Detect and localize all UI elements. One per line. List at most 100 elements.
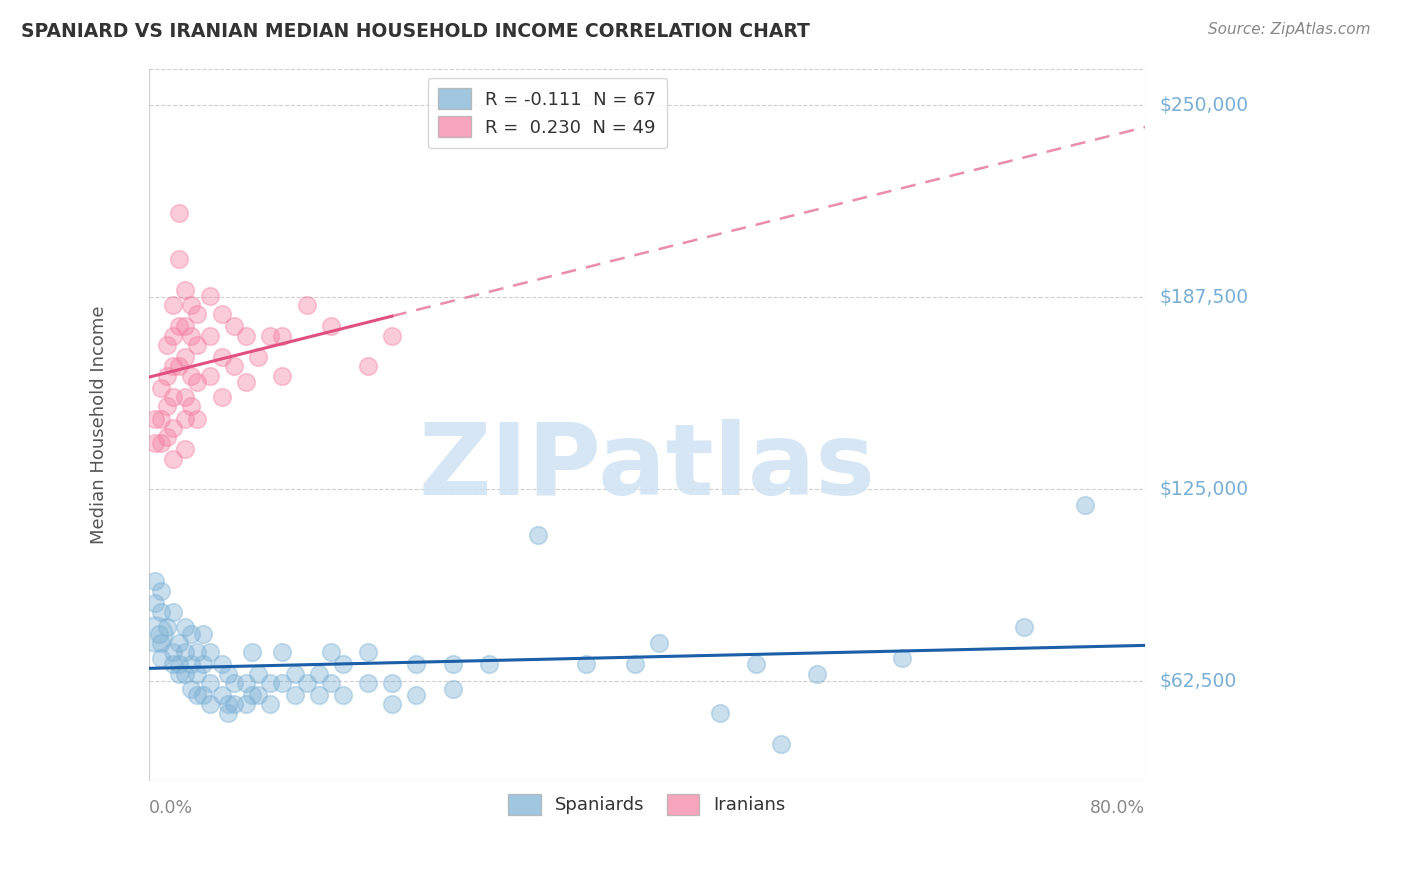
- Point: [167, 319, 190, 334]
- Point: [186, 411, 208, 425]
- Point: [295, 298, 318, 312]
- Point: [211, 688, 233, 702]
- Point: [167, 252, 190, 266]
- Point: [745, 657, 768, 672]
- Point: [891, 651, 914, 665]
- Point: [211, 390, 233, 404]
- Point: [143, 596, 166, 610]
- Point: [174, 645, 197, 659]
- Point: [162, 298, 184, 312]
- Point: [271, 675, 294, 690]
- Point: [167, 636, 190, 650]
- Point: [356, 645, 378, 659]
- Point: [143, 436, 166, 450]
- Text: $125,000: $125,000: [1160, 480, 1249, 499]
- Point: [308, 666, 330, 681]
- Point: [180, 298, 202, 312]
- Point: [405, 688, 427, 702]
- Text: Source: ZipAtlas.com: Source: ZipAtlas.com: [1208, 22, 1371, 37]
- Point: [193, 657, 215, 672]
- Point: [259, 697, 281, 711]
- Point: [180, 657, 202, 672]
- Point: [332, 688, 354, 702]
- Point: [806, 666, 828, 681]
- Text: $62,500: $62,500: [1160, 672, 1237, 690]
- Point: [180, 626, 202, 640]
- Point: [217, 666, 239, 681]
- Point: [162, 451, 184, 466]
- Point: [149, 411, 172, 425]
- Point: [240, 688, 263, 702]
- Point: [149, 651, 172, 665]
- Point: [180, 400, 202, 414]
- Point: [381, 697, 404, 711]
- Point: [211, 657, 233, 672]
- Point: [180, 368, 202, 383]
- Point: [149, 583, 172, 598]
- Point: [478, 657, 501, 672]
- Point: [319, 319, 342, 334]
- Text: SPANIARD VS IRANIAN MEDIAN HOUSEHOLD INCOME CORRELATION CHART: SPANIARD VS IRANIAN MEDIAN HOUSEHOLD INC…: [21, 22, 810, 41]
- Point: [174, 283, 197, 297]
- Point: [174, 666, 197, 681]
- Point: [174, 411, 197, 425]
- Point: [174, 442, 197, 457]
- Point: [174, 390, 197, 404]
- Point: [198, 675, 221, 690]
- Point: [156, 338, 179, 352]
- Point: [319, 675, 342, 690]
- Point: [441, 681, 464, 696]
- Text: ZIPatlas: ZIPatlas: [419, 419, 876, 516]
- Point: [186, 688, 208, 702]
- Point: [284, 666, 307, 681]
- Point: [162, 390, 184, 404]
- Point: [162, 359, 184, 374]
- Point: [222, 697, 245, 711]
- Point: [143, 574, 166, 589]
- Point: [271, 645, 294, 659]
- Point: [247, 688, 270, 702]
- Point: [247, 350, 270, 364]
- Point: [648, 636, 671, 650]
- Point: [235, 375, 257, 389]
- Point: [162, 328, 184, 343]
- Point: [222, 359, 245, 374]
- Text: $250,000: $250,000: [1160, 95, 1249, 115]
- Point: [235, 328, 257, 343]
- Point: [211, 350, 233, 364]
- Point: [198, 289, 221, 303]
- Point: [193, 688, 215, 702]
- Point: [259, 328, 281, 343]
- Point: [149, 605, 172, 619]
- Text: 0.0%: 0.0%: [149, 799, 193, 817]
- Point: [240, 645, 263, 659]
- Point: [295, 675, 318, 690]
- Point: [149, 636, 172, 650]
- Point: [156, 430, 179, 444]
- Point: [247, 666, 270, 681]
- Point: [308, 688, 330, 702]
- Point: [1012, 620, 1035, 634]
- Point: [271, 328, 294, 343]
- Text: $187,500: $187,500: [1160, 288, 1249, 307]
- Point: [1073, 498, 1095, 512]
- Point: [356, 359, 378, 374]
- Legend: Spaniards, Iranians: Spaniards, Iranians: [498, 783, 797, 825]
- Point: [186, 338, 208, 352]
- Point: [381, 675, 404, 690]
- Point: [149, 436, 172, 450]
- Point: [156, 368, 179, 383]
- Point: [235, 675, 257, 690]
- Point: [143, 411, 166, 425]
- Text: Median Household Income: Median Household Income: [90, 305, 108, 544]
- Point: [769, 737, 792, 751]
- Point: [174, 350, 197, 364]
- Point: [319, 645, 342, 659]
- Point: [198, 328, 221, 343]
- Point: [174, 319, 197, 334]
- Point: [381, 328, 404, 343]
- Text: 80.0%: 80.0%: [1090, 799, 1146, 817]
- Point: [356, 675, 378, 690]
- Point: [162, 645, 184, 659]
- Point: [148, 626, 170, 640]
